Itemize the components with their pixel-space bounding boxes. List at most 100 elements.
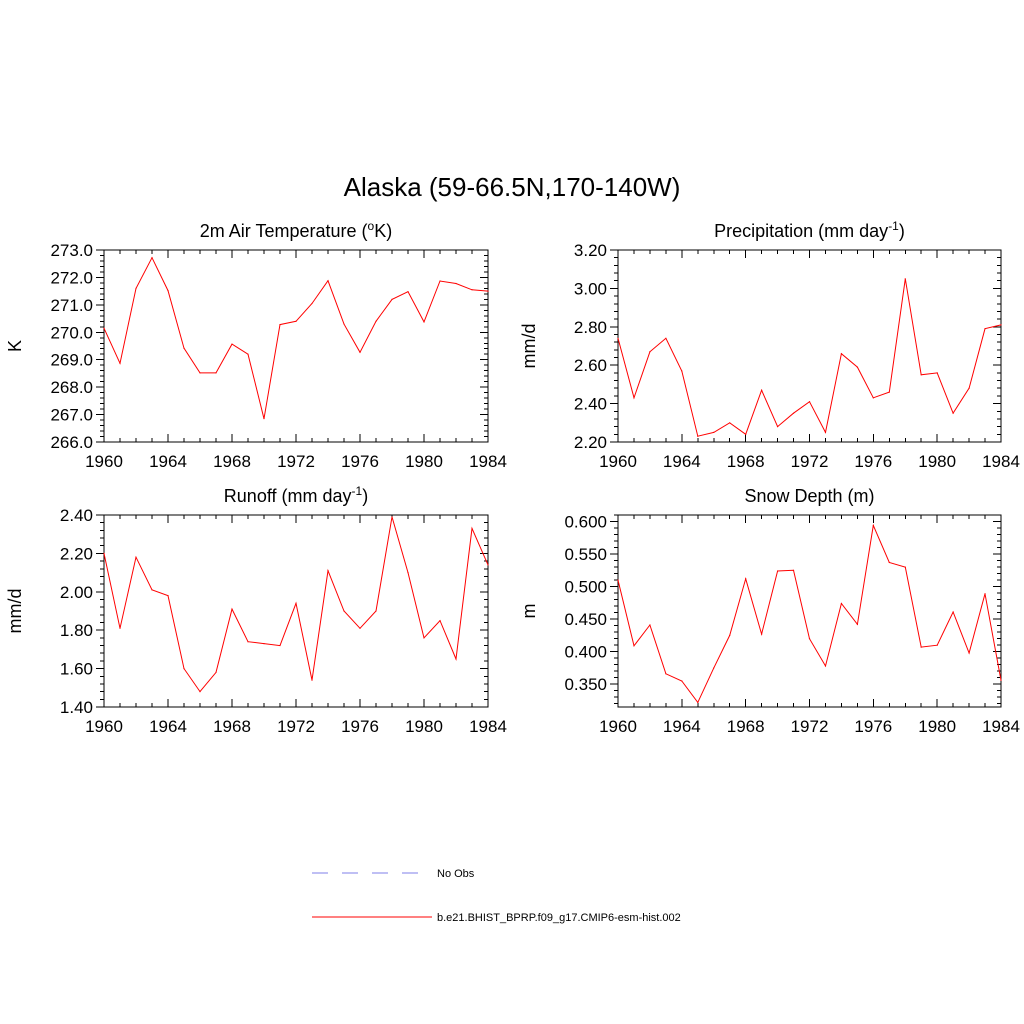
data-point xyxy=(343,610,345,612)
data-point xyxy=(471,527,473,530)
x-tick-label: 1984 xyxy=(469,717,507,736)
x-tick-label: 1976 xyxy=(854,452,892,471)
data-point xyxy=(745,578,747,580)
data-point xyxy=(856,366,858,368)
panel-title: Runoff (mm day-1) xyxy=(224,484,368,506)
panel-title-text: Snow Depth (m) xyxy=(744,486,874,506)
data-point xyxy=(633,645,635,647)
data-point xyxy=(439,620,441,622)
y-tick-label: 1.60 xyxy=(60,660,93,679)
data-point xyxy=(343,323,345,325)
series-line xyxy=(103,256,489,419)
panel-air-temperature: 2m Air Temperature (oK) K 1960 1964 1968 1972… xyxy=(5,219,507,471)
data-point xyxy=(617,579,619,581)
y-axis-label: m xyxy=(519,604,539,619)
data-point xyxy=(311,679,313,681)
panel-title-text: 2m Air Temperature ( xyxy=(200,221,368,241)
panel-title-text: Precipitation (mm day xyxy=(714,221,888,241)
data-point xyxy=(151,589,153,591)
panel-snow-depth: Snow Depth (m) m 1960 1964 1968 1972 1976 1980 1… xyxy=(519,486,1020,736)
panel-title: Snow Depth (m) xyxy=(744,486,874,506)
y-axis-label: mm/d xyxy=(519,324,539,369)
data-point xyxy=(649,624,651,626)
data-point xyxy=(119,627,121,629)
data-point xyxy=(375,610,377,612)
y-tick-label: 2.20 xyxy=(574,433,607,452)
data-point xyxy=(904,278,906,280)
x-tick-label: 1960 xyxy=(85,717,123,736)
x-tick-label: 1972 xyxy=(277,452,315,471)
y-tick-label: 0.550 xyxy=(564,545,607,564)
y-tick-label: 272.0 xyxy=(50,268,93,287)
panel-title: 2m Air Temperature (oK) xyxy=(200,219,392,241)
panel-precipitation: Precipitation (mm day-1) mm/d 1960 1964 1968… xyxy=(519,219,1020,471)
x-tick-label: 1972 xyxy=(277,717,315,736)
data-point xyxy=(455,282,457,285)
data-point xyxy=(295,602,297,604)
data-point xyxy=(952,412,954,414)
y-tick-label: 271.0 xyxy=(50,296,93,315)
x-tick-label: 1960 xyxy=(599,717,637,736)
y-tick-label: 0.600 xyxy=(564,513,607,532)
data-point xyxy=(391,298,393,300)
panels: 2m Air Temperature (oK) K 1960 1964 1968 1972… xyxy=(5,219,1020,736)
x-tick-label: 1980 xyxy=(405,717,443,736)
data-point xyxy=(872,524,874,527)
data-point xyxy=(633,397,635,399)
data-point xyxy=(423,637,425,639)
data-point xyxy=(407,291,409,293)
y-tick-label: 0.450 xyxy=(564,610,607,629)
y-tick-label: 270.0 xyxy=(50,323,93,342)
data-point xyxy=(952,611,954,613)
data-point xyxy=(183,347,185,349)
data-point xyxy=(920,374,922,376)
data-point xyxy=(824,431,827,433)
data-point xyxy=(167,289,169,292)
x-tick-label: 1964 xyxy=(663,452,701,471)
data-point xyxy=(681,680,683,682)
y-tick-label: 273.0 xyxy=(50,241,93,260)
data-point xyxy=(824,665,827,667)
data-point xyxy=(761,389,763,391)
y-tick-label: 2.20 xyxy=(60,544,93,563)
data-point xyxy=(792,412,795,414)
panel-title-suffix: ) xyxy=(899,221,905,241)
data-point xyxy=(327,570,329,572)
panel-runoff: Runoff (mm day-1) mm/d 1960 1964 1968 1972 197… xyxy=(5,484,507,736)
data-point xyxy=(215,372,217,374)
data-point xyxy=(761,633,763,635)
x-tick-label: 1984 xyxy=(982,717,1020,736)
data-point xyxy=(391,516,393,518)
data-point xyxy=(103,552,105,555)
panel-title-suffix: ) xyxy=(362,486,368,506)
data-point xyxy=(359,627,361,629)
x-tick-label: 1960 xyxy=(599,452,637,471)
data-point xyxy=(968,652,970,654)
data-point xyxy=(920,646,922,648)
data-point xyxy=(713,431,715,433)
data-point xyxy=(936,372,938,374)
x-tick-label: 1980 xyxy=(918,717,956,736)
y-tick-label: 268.0 xyxy=(50,378,93,397)
y-tick-label: 2.40 xyxy=(60,506,93,525)
data-point xyxy=(713,667,715,669)
data-point xyxy=(872,397,874,399)
data-point xyxy=(665,337,667,339)
x-tick-label: 1968 xyxy=(727,452,765,471)
data-point xyxy=(776,570,779,572)
data-point xyxy=(263,418,265,420)
y-tick-label: 1.40 xyxy=(60,698,93,717)
data-point xyxy=(729,634,731,637)
legend-label-model: b.e21.BHIST_BPRP.f09_g17.CMIP6-esm-hist.… xyxy=(437,912,681,924)
data-point xyxy=(295,320,297,322)
y-tick-label: 266.0 xyxy=(50,433,93,452)
data-point xyxy=(1000,679,1002,681)
x-tick-label: 1960 xyxy=(85,452,123,471)
data-point xyxy=(936,644,938,646)
panel-title-text: Runoff (mm day xyxy=(224,486,352,506)
x-tick-label: 1976 xyxy=(341,717,379,736)
panel-title: Precipitation (mm day-1) xyxy=(714,219,905,241)
legend: No Obs b.e21.BHIST_BPRP.f09_g17.CMIP6-es… xyxy=(312,868,681,924)
y-tick-label: 2.80 xyxy=(574,318,607,337)
series-line xyxy=(103,516,489,693)
